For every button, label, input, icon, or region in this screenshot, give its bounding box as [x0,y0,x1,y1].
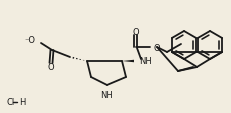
Polygon shape [122,60,134,63]
Text: Cl: Cl [7,98,15,107]
Text: O: O [132,27,139,36]
Text: NH: NH [100,91,113,100]
Text: ⁻O: ⁻O [24,35,35,44]
Text: O: O [48,63,54,72]
Text: H: H [19,98,25,107]
Text: NH: NH [138,57,151,66]
Text: O: O [153,43,160,52]
